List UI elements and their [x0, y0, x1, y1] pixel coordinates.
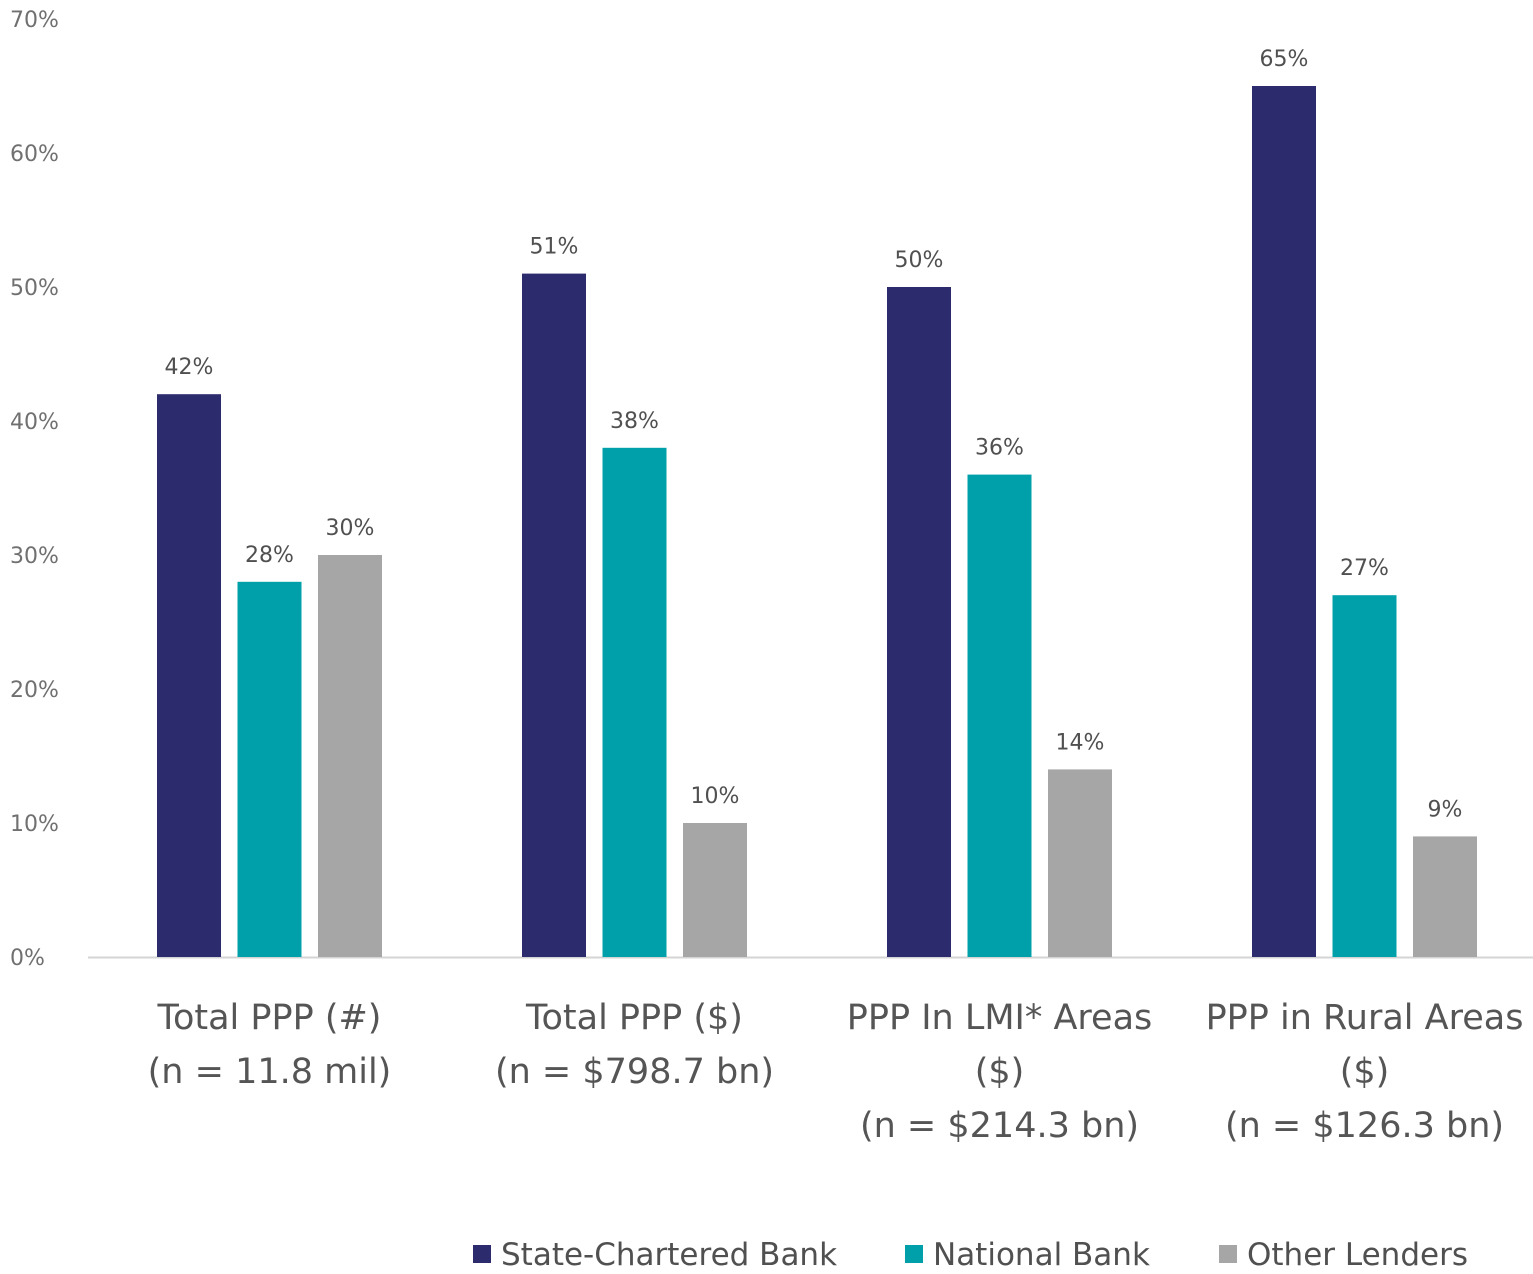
- legend: State-Chartered Bank National Bank Other L…: [473, 1237, 1468, 1273]
- bar: [1252, 86, 1316, 957]
- legend-label: Other Lenders: [1247, 1237, 1468, 1273]
- bar: [967, 474, 1032, 957]
- bar: [237, 581, 302, 957]
- x-tick-label: ($): [975, 1052, 1025, 1092]
- legend-label: National Bank: [933, 1237, 1150, 1273]
- bar: [1413, 836, 1477, 957]
- bars: [157, 86, 1477, 958]
- y-tick-label: 0%: [10, 946, 45, 971]
- data-label: 10%: [691, 784, 740, 809]
- y-tick-label: 40%: [10, 410, 59, 435]
- data-label: 27%: [1340, 556, 1389, 581]
- data-label: 14%: [1056, 730, 1105, 755]
- x-tick-label: (n = $798.7 bn): [495, 1052, 774, 1092]
- legend-swatch: [905, 1245, 923, 1263]
- bar: [887, 287, 951, 957]
- x-tick-label: PPP In LMI* Areas: [847, 998, 1153, 1038]
- data-label: 38%: [610, 409, 659, 434]
- x-tick-label: (n = 11.8 mil): [148, 1052, 392, 1092]
- y-tick-label: 30%: [10, 544, 59, 569]
- data-label: 65%: [1260, 47, 1309, 72]
- legend-item: National Bank: [905, 1237, 1150, 1273]
- bar: [522, 273, 586, 958]
- y-tick-label: 70%: [10, 8, 59, 33]
- bar: [1048, 769, 1112, 957]
- data-label: 42%: [165, 355, 214, 380]
- bar: [318, 555, 382, 957]
- x-tick-label: (n = $126.3 bn): [1225, 1106, 1504, 1146]
- x-tick-label: (n = $214.3 bn): [860, 1106, 1139, 1146]
- legend-item: State-Chartered Bank: [473, 1237, 837, 1273]
- x-tick-label: Total PPP (#): [157, 998, 382, 1038]
- bar: [157, 394, 221, 957]
- x-axis-categories: Total PPP (#) (n = 11.8 mil) Total PPP ($)…: [148, 998, 1524, 1146]
- y-tick-label: 10%: [10, 812, 59, 837]
- x-tick-label: Total PPP ($): [525, 998, 743, 1038]
- y-tick-label: 50%: [10, 276, 59, 301]
- data-label: 50%: [895, 248, 944, 273]
- bar: [602, 447, 667, 957]
- x-tick-label: ($): [1340, 1052, 1390, 1092]
- legend-swatch: [1219, 1245, 1237, 1263]
- bar: [683, 823, 747, 957]
- y-tick-label: 60%: [10, 142, 59, 167]
- legend-label: State-Chartered Bank: [501, 1237, 837, 1273]
- x-tick-label: PPP in Rural Areas: [1206, 998, 1524, 1038]
- data-label: 36%: [975, 436, 1024, 461]
- y-tick-label: 20%: [10, 678, 59, 703]
- bar: [1332, 595, 1397, 957]
- legend-item: Other Lenders: [1219, 1237, 1468, 1273]
- data-label: 28%: [245, 543, 294, 568]
- data-label: 51%: [530, 235, 579, 260]
- data-labels: 42% 28% 30% 51% 38% 10% 50% 36% 14% 65% 27% 9%: [165, 47, 1463, 822]
- data-label: 30%: [326, 516, 375, 541]
- y-axis: 0% 10% 20% 30% 40% 50% 60% 70%: [10, 8, 59, 971]
- data-label: 9%: [1428, 797, 1463, 822]
- legend-swatch: [473, 1245, 491, 1263]
